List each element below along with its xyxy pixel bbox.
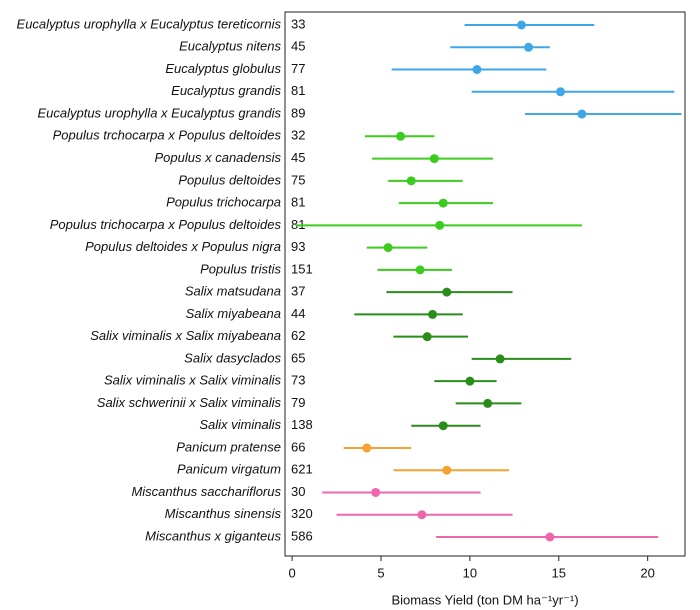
category-label: Miscanthus x giganteus	[145, 528, 281, 543]
category-label: Populus trichocarpa x Populus deltoides	[50, 217, 282, 232]
category-label: Populus x canadensis	[155, 150, 282, 165]
n-label: 151	[291, 261, 313, 276]
n-label: 93	[291, 239, 305, 254]
point	[371, 487, 381, 497]
x-tick-label: 15	[552, 565, 566, 580]
category-label: Salix viminalis	[199, 417, 281, 432]
n-label: 37	[291, 284, 305, 299]
point	[495, 354, 505, 364]
x-tick-label: 20	[640, 565, 654, 580]
category-label: Panicum virgatum	[177, 462, 281, 477]
n-label: 81	[291, 195, 305, 210]
n-label: 45	[291, 39, 305, 54]
n-label: 44	[291, 306, 305, 321]
point	[577, 109, 587, 119]
point	[396, 131, 406, 141]
plot-frame	[284, 11, 686, 557]
point	[435, 220, 445, 230]
n-label: 73	[291, 373, 305, 388]
point	[415, 265, 425, 275]
category-label: Salix miyabeana	[186, 306, 281, 321]
x-tick-label: 5	[377, 565, 384, 580]
point	[422, 332, 432, 342]
point	[442, 465, 452, 475]
n-label: 81	[291, 217, 305, 232]
n-label: 320	[291, 506, 313, 521]
category-label: Eucalyptus urophylla x Eucalyptus tereti…	[17, 16, 282, 31]
n-label: 32	[291, 128, 305, 143]
n-label: 33	[291, 16, 305, 31]
point	[438, 198, 448, 208]
category-label: Panicum pratense	[176, 439, 281, 454]
category-label: Salix matsudana	[185, 284, 281, 299]
point	[417, 510, 427, 520]
n-label: 138	[291, 417, 313, 432]
point	[406, 176, 416, 186]
category-label: Eucalyptus grandis	[171, 83, 281, 98]
n-label: 79	[291, 395, 305, 410]
category-label: Salix viminalis x Salix viminalis	[104, 373, 281, 388]
n-label: 586	[291, 528, 313, 543]
point	[362, 443, 372, 453]
point	[429, 154, 439, 164]
n-label: 621	[291, 462, 313, 477]
point	[442, 287, 452, 297]
x-tick-label: 10	[463, 565, 477, 580]
category-label: Eucalyptus globulus	[165, 61, 281, 76]
point	[465, 376, 475, 386]
point	[428, 309, 438, 319]
n-label: 77	[291, 61, 305, 76]
category-label: Populus deltoides	[178, 172, 281, 187]
category-label: Populus deltoides x Populus nigra	[85, 239, 281, 254]
category-label: Populus tristis	[200, 261, 281, 276]
point	[524, 42, 534, 52]
point	[545, 532, 555, 542]
category-label: Salix schwerinii x Salix viminalis	[97, 395, 282, 410]
category-label: Eucalyptus nitens	[179, 39, 281, 54]
n-label: 65	[291, 350, 305, 365]
n-label: 89	[291, 105, 305, 120]
category-label: Populus trichocarpa	[166, 195, 281, 210]
category-label: Salix dasyclados	[184, 350, 281, 365]
n-label: 45	[291, 150, 305, 165]
n-label: 66	[291, 439, 305, 454]
category-label: Salix viminalis x Salix miyabeana	[90, 328, 281, 343]
x-axis-label: Biomass Yield (ton DM ha⁻¹yr⁻¹)	[391, 592, 578, 607]
n-label: 81	[291, 83, 305, 98]
point	[438, 421, 448, 431]
category-label: Populus trchocarpa x Populus deltoides	[53, 128, 282, 143]
point	[383, 243, 393, 253]
x-tick-label: 0	[288, 565, 295, 580]
n-label: 62	[291, 328, 305, 343]
point	[556, 87, 566, 97]
category-label: Miscanthus sacchariflorus	[131, 484, 281, 499]
category-label: Miscanthus sinensis	[165, 506, 282, 521]
point	[472, 65, 482, 75]
category-label: Eucalyptus urophylla x Eucalyptus grandi…	[37, 105, 281, 120]
point	[483, 398, 493, 408]
n-label: 75	[291, 172, 305, 187]
point	[516, 20, 526, 30]
n-label: 30	[291, 484, 305, 499]
